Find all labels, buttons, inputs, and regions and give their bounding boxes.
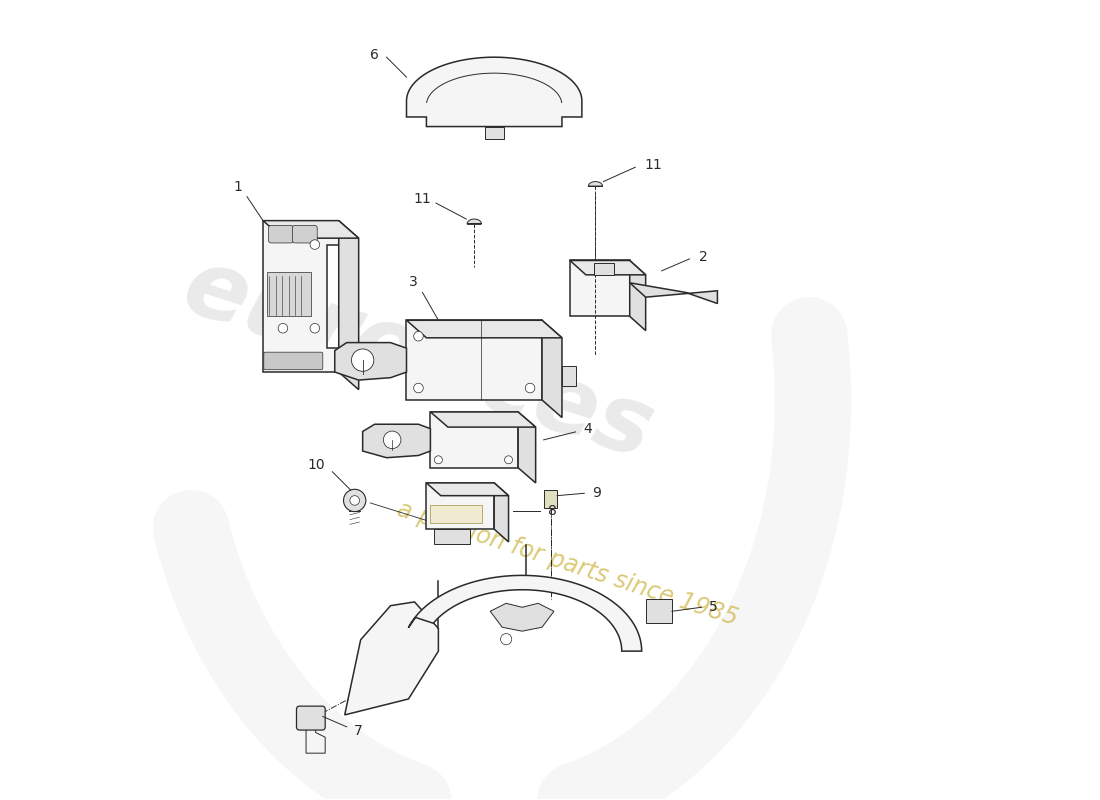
Text: 9: 9 [592, 486, 601, 500]
FancyBboxPatch shape [268, 226, 294, 243]
Circle shape [352, 349, 374, 371]
Polygon shape [434, 529, 471, 543]
Circle shape [384, 431, 400, 449]
Polygon shape [594, 263, 614, 275]
Circle shape [350, 496, 360, 506]
Circle shape [500, 634, 512, 645]
Text: 6: 6 [371, 48, 380, 62]
Circle shape [310, 323, 320, 333]
Polygon shape [344, 602, 439, 715]
Text: a passion for parts since 1985: a passion for parts since 1985 [394, 497, 741, 630]
Polygon shape [494, 483, 508, 542]
Text: 5: 5 [710, 600, 718, 614]
Text: 2: 2 [698, 250, 707, 264]
Text: 11: 11 [644, 158, 662, 172]
Text: 1: 1 [233, 180, 242, 194]
Polygon shape [339, 221, 359, 390]
Polygon shape [562, 366, 576, 386]
FancyBboxPatch shape [264, 352, 322, 370]
Polygon shape [629, 261, 646, 330]
Circle shape [505, 456, 513, 464]
Circle shape [278, 323, 288, 333]
Polygon shape [407, 320, 562, 338]
Bar [485, 126, 504, 139]
Text: 3: 3 [408, 275, 417, 289]
Polygon shape [588, 182, 603, 186]
Text: 4: 4 [583, 422, 592, 437]
Text: 8: 8 [548, 504, 557, 518]
Polygon shape [263, 221, 339, 372]
Polygon shape [408, 575, 641, 651]
Polygon shape [468, 219, 482, 224]
Polygon shape [430, 412, 518, 468]
Text: 11: 11 [414, 192, 431, 206]
FancyBboxPatch shape [297, 706, 326, 730]
Circle shape [310, 240, 320, 250]
Text: 7: 7 [354, 724, 363, 738]
Circle shape [414, 331, 424, 341]
Polygon shape [542, 320, 562, 418]
Circle shape [343, 490, 366, 512]
Text: euroPces: euroPces [172, 241, 666, 479]
Bar [430, 506, 482, 522]
Polygon shape [306, 727, 326, 753]
Polygon shape [518, 412, 536, 483]
Circle shape [414, 383, 424, 393]
Polygon shape [427, 483, 508, 496]
Circle shape [434, 456, 442, 464]
Polygon shape [570, 261, 646, 275]
Circle shape [526, 383, 535, 393]
Polygon shape [491, 603, 554, 631]
Polygon shape [430, 412, 536, 427]
Polygon shape [629, 283, 717, 303]
Text: 10: 10 [308, 458, 326, 472]
FancyBboxPatch shape [293, 226, 317, 243]
Polygon shape [570, 261, 629, 316]
Polygon shape [334, 342, 407, 380]
Polygon shape [646, 599, 672, 623]
Bar [267, 273, 311, 316]
Polygon shape [407, 320, 542, 400]
Polygon shape [407, 58, 582, 126]
Polygon shape [363, 424, 430, 458]
Polygon shape [263, 221, 359, 238]
Polygon shape [544, 490, 558, 508]
Polygon shape [427, 483, 494, 529]
